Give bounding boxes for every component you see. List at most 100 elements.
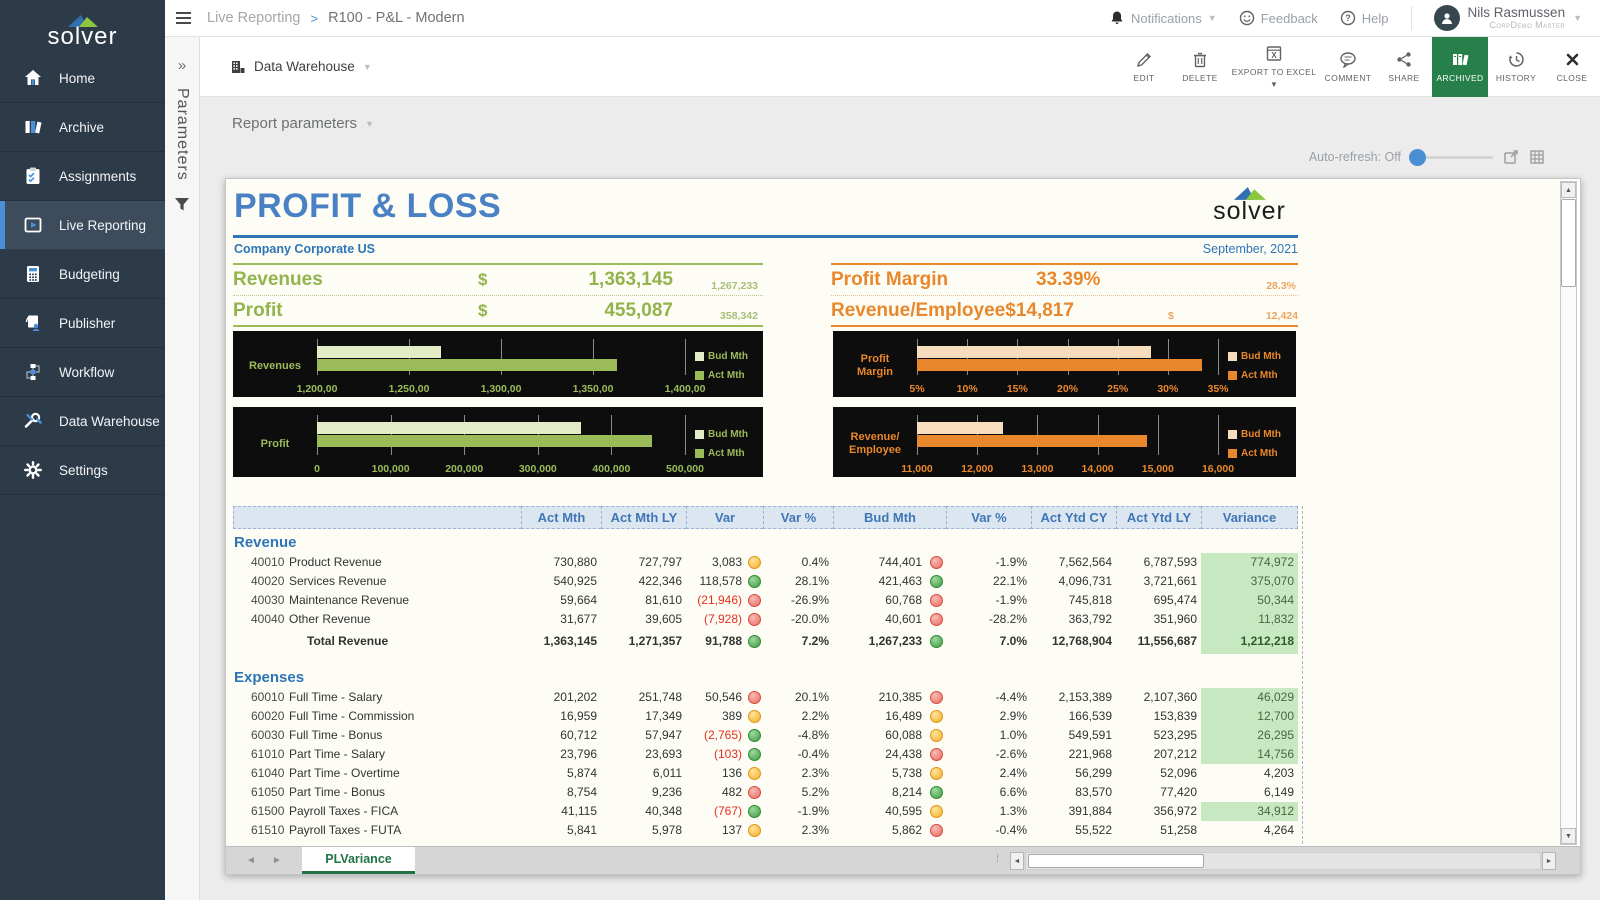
axis-tick-label: 10% [956, 383, 978, 395]
report-parameters-toggle[interactable]: Report parameters ▼ [232, 115, 374, 132]
scroll-down-button[interactable]: ▼ [1561, 828, 1576, 844]
close-button[interactable]: CLOSE [1544, 37, 1600, 97]
vertical-scroll-thumb[interactable] [1561, 199, 1576, 287]
notifications-button[interactable]: Notifications ▼ [1109, 10, 1217, 26]
legend-entry: Bud Mth [1228, 351, 1290, 362]
gridline [685, 339, 686, 375]
actual-bar [917, 359, 1202, 371]
clipboard-icon [22, 165, 44, 187]
indicator-cell [746, 786, 763, 799]
horizontal-scroll-thumb[interactable] [1028, 854, 1204, 868]
scroll-left-button[interactable]: ◄ [1010, 852, 1024, 870]
hamburger-menu-icon[interactable] [165, 12, 201, 24]
axis-tick-label: 1,400,00 [664, 383, 706, 395]
toolbar-actions: EDIT EXPORT TO EXCEL DELETE X EXPORT TO … [1116, 36, 1600, 97]
axis-tick-label: 1,200,00 [296, 383, 338, 395]
bell-icon [1111, 11, 1123, 24]
popout-icon[interactable] [1503, 149, 1519, 165]
indicator-cell [746, 824, 763, 837]
sidebar-item-label: Publisher [59, 315, 116, 331]
delete-button[interactable]: EXPORT TO EXCEL DELETE [1172, 37, 1228, 97]
act-mth-value: 8,754 [566, 785, 597, 799]
horizontal-scrollbar[interactable] [1025, 852, 1541, 870]
sidebar-item-workflow[interactable]: Workflow [0, 348, 165, 397]
filter-icon[interactable] [174, 197, 190, 212]
bud-mth-value: 744,401 [878, 555, 922, 569]
indicator-cell [926, 710, 946, 723]
export-to-excel-button[interactable]: X EXPORT TO EXCEL ▼ [1228, 37, 1320, 97]
edit-button[interactable]: EDIT [1116, 37, 1172, 97]
auto-refresh-slider[interactable] [1409, 148, 1493, 166]
next-sheet-button[interactable]: ► [272, 855, 282, 866]
chart-legend: Bud Mth Act Mth [1228, 413, 1290, 475]
account-name: Payroll Taxes - FUTA [289, 823, 402, 837]
ytd-cy-value: 55,522 [1075, 823, 1112, 837]
history-clock-icon [1508, 51, 1524, 67]
sidebar-item-budgeting[interactable]: Budgeting [0, 250, 165, 299]
ytd-cy-value: 549,591 [1068, 728, 1112, 742]
axis-tick-label: 400,000 [592, 463, 631, 475]
legend-swatch [1228, 449, 1237, 458]
act-mth-value: 59,664 [560, 593, 597, 607]
bud-var-pct-value: 1.0% [999, 728, 1027, 742]
data-source-label: Data Warehouse [254, 59, 355, 74]
sidebar-item-label: Workflow [59, 364, 115, 380]
sidebar-item-archive[interactable]: Archive [0, 103, 165, 152]
app-logo: solver [0, 0, 165, 52]
status-indicator-red [929, 613, 943, 626]
sidebar-item-data-warehouse[interactable]: Data Warehouse [0, 397, 165, 446]
bud-mth-value: 40,595 [885, 804, 922, 818]
header-account [233, 506, 521, 529]
sidebar-item-home[interactable]: Home [0, 54, 165, 103]
help-button[interactable]: ? Help [1340, 10, 1389, 26]
sidebar-item-publisher[interactable]: Publisher [0, 299, 165, 348]
splitter-handle[interactable]: ⁞ [996, 853, 999, 865]
ytd-ly-value: 207,212 [1153, 747, 1197, 761]
variance-value: 11,832 [1201, 610, 1298, 629]
sidebar-item-assignments[interactable]: Assignments [0, 152, 165, 201]
table-row: 61510 Payroll Taxes - FUTA 5,841 5,978 137 2.… [233, 821, 1298, 840]
act-mth-ly-value: 727,797 [638, 555, 682, 569]
scroll-right-button[interactable]: ► [1542, 852, 1556, 870]
indicator-cell [746, 691, 763, 704]
column-header: Var % [763, 506, 833, 529]
gridline [1157, 415, 1159, 455]
sidebar-item-live-reporting[interactable]: Live Reporting [0, 201, 165, 250]
table-row: 61050 Part Time - Bonus 8,754 9,236 482 5.2% 8… [233, 783, 1298, 802]
history-button[interactable]: HISTORY [1488, 37, 1544, 97]
solver-logo-icon [67, 14, 98, 27]
expand-panel-icon[interactable]: » [177, 57, 187, 74]
data-source-select[interactable]: Data Warehouse ▼ [230, 59, 372, 75]
status-indicator-yellow [748, 767, 761, 780]
comment-button[interactable]: COMMENT [1320, 37, 1376, 97]
sidebar-item-settings[interactable]: Settings [0, 446, 165, 495]
breadcrumb-parent[interactable]: Live Reporting [207, 10, 301, 26]
chart-legend: Bud Mth Act Mth [695, 337, 757, 395]
prev-sheet-button[interactable]: ◄ [246, 855, 256, 866]
excel-icon: X [1266, 45, 1282, 61]
ytd-ly-value: 11,556,687 [1137, 634, 1197, 648]
status-indicator-red [929, 691, 943, 704]
main-content: Data Warehouse ▼ EDIT EXPORT TO EXCEL DE… [200, 36, 1600, 900]
tools-icon [22, 410, 44, 432]
indicator-cell [746, 613, 763, 626]
feedback-button[interactable]: Feedback [1239, 10, 1318, 26]
user-menu[interactable]: Nils Rasmussen CorpDemo Master ▼ [1433, 5, 1582, 31]
var-pct-value: 2.3% [801, 766, 829, 780]
gridline [1218, 339, 1219, 375]
var-value: (21,946) [697, 593, 742, 607]
slider-knob[interactable] [1409, 148, 1426, 166]
axis-tick-label: 1,300,00 [480, 383, 522, 395]
scroll-up-button[interactable]: ▲ [1561, 182, 1576, 198]
status-indicator-red [748, 691, 761, 704]
share-button[interactable]: SHARE [1376, 37, 1432, 97]
account-name: Part Time - Overtime [289, 766, 400, 780]
ytd-cy-value: 56,299 [1075, 766, 1112, 780]
bud-var-pct-value: 2.9% [999, 709, 1027, 723]
sheet-tab-plvariance[interactable]: PLVariance [302, 847, 415, 874]
divider [233, 235, 1298, 238]
archived-button[interactable]: ARCHIVED [1432, 36, 1488, 97]
var-value: 137 [721, 823, 742, 837]
grid-view-icon[interactable] [1529, 149, 1545, 165]
vertical-scrollbar[interactable]: ▲ ▼ [1560, 181, 1577, 845]
